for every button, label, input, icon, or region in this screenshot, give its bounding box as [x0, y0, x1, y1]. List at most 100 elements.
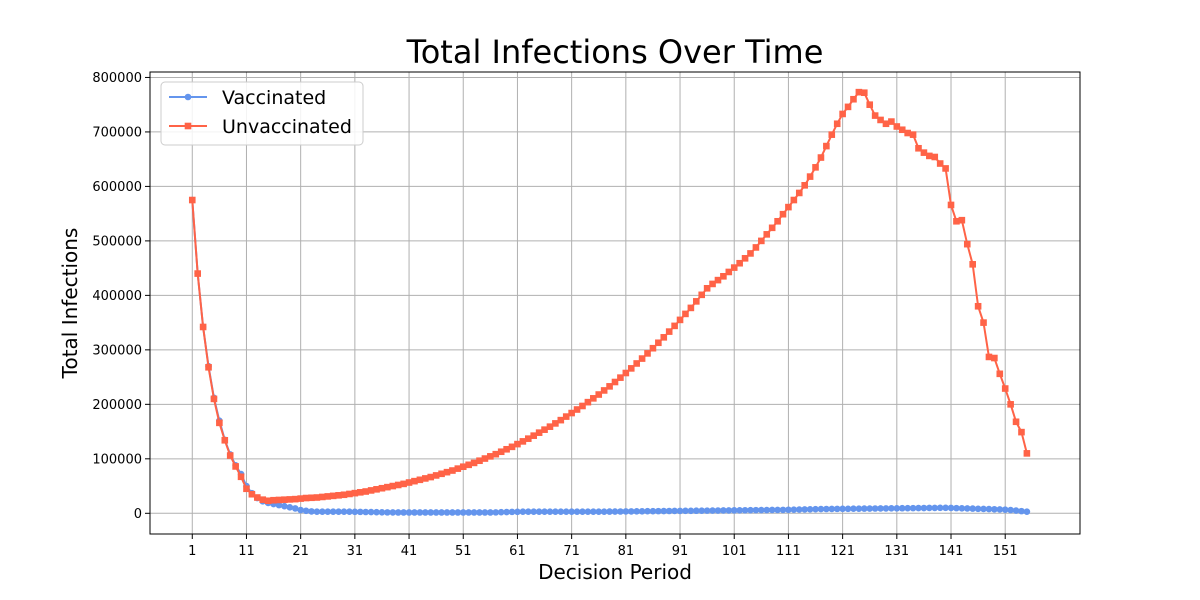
data-point-vaccinated	[817, 505, 825, 513]
data-point-unvaccinated	[324, 493, 332, 500]
data-point-vaccinated	[481, 509, 489, 516]
data-point-unvaccinated	[568, 409, 575, 417]
x-tick-label: 41	[401, 544, 418, 559]
data-point-unvaccinated	[655, 339, 662, 347]
data-point-unvaccinated	[503, 445, 510, 453]
data-point-vaccinated	[730, 507, 738, 514]
data-point-vaccinated	[638, 507, 646, 515]
data-point-vaccinated	[378, 509, 386, 516]
data-point-vaccinated	[519, 508, 527, 516]
data-point-vaccinated	[915, 504, 922, 512]
data-point-vaccinated	[394, 509, 402, 516]
data-point-unvaccinated	[335, 492, 342, 499]
x-tick-label: 31	[347, 544, 364, 559]
data-point-unvaccinated	[595, 391, 603, 398]
data-point-unvaccinated	[714, 276, 722, 284]
data-point-unvaccinated	[508, 443, 516, 451]
data-point-unvaccinated	[768, 224, 776, 232]
data-point-vaccinated	[281, 502, 288, 510]
data-point-vaccinated	[763, 506, 771, 514]
data-point-vaccinated	[649, 507, 657, 515]
data-point-unvaccinated	[492, 450, 500, 458]
data-point-unvaccinated	[443, 468, 451, 476]
data-point-unvaccinated	[530, 432, 538, 439]
data-point-vaccinated	[503, 508, 510, 516]
x-tick-label: 11	[238, 544, 255, 559]
data-point-vaccinated	[459, 509, 467, 516]
data-point-vaccinated	[920, 504, 928, 512]
y-tick-label: 500000	[92, 234, 142, 249]
data-point-unvaccinated	[931, 153, 939, 161]
data-point-unvaccinated	[850, 95, 857, 103]
data-point-vaccinated	[1023, 508, 1031, 515]
data-point-unvaccinated	[232, 463, 239, 470]
data-point-vaccinated	[633, 508, 640, 515]
data-point-unvaccinated	[329, 492, 337, 500]
legend-label-vaccinated: Vaccinated	[222, 87, 326, 109]
data-point-unvaccinated	[573, 406, 581, 413]
data-point-unvaccinated	[210, 395, 218, 403]
data-point-vaccinated	[324, 508, 332, 515]
data-point-unvaccinated	[855, 88, 863, 96]
data-point-vaccinated	[606, 508, 613, 515]
data-point-vaccinated	[855, 505, 863, 512]
data-point-unvaccinated	[459, 463, 467, 471]
data-point-unvaccinated	[969, 261, 976, 268]
data-point-vaccinated	[812, 505, 819, 513]
data-point-unvaccinated	[985, 353, 993, 361]
data-point-unvaccinated	[497, 448, 505, 456]
data-point-unvaccinated	[286, 496, 294, 503]
data-point-unvaccinated	[590, 395, 597, 402]
data-point-vaccinated	[974, 505, 982, 513]
data-point-unvaccinated	[308, 494, 315, 502]
data-point-vaccinated	[427, 509, 435, 516]
data-point-unvaccinated	[519, 438, 527, 445]
data-point-unvaccinated	[904, 129, 911, 137]
data-point-unvaccinated	[243, 485, 250, 493]
data-point-unvaccinated	[806, 173, 814, 180]
data-point-unvaccinated	[736, 259, 743, 267]
data-point-unvaccinated	[264, 497, 272, 505]
data-point-vaccinated	[373, 508, 380, 516]
data-point-vaccinated	[411, 509, 418, 516]
data-point-vaccinated	[698, 507, 706, 514]
data-point-unvaccinated	[682, 310, 689, 318]
data-point-vaccinated	[611, 508, 619, 515]
data-point-unvaccinated	[367, 487, 375, 494]
data-point-vaccinated	[302, 507, 310, 515]
series-unvaccinated	[188, 88, 1031, 505]
data-point-unvaccinated	[909, 131, 917, 138]
data-point-unvaccinated	[1012, 418, 1020, 426]
data-point-vaccinated	[909, 504, 917, 512]
data-point-vaccinated	[752, 506, 760, 514]
data-point-unvaccinated	[828, 131, 836, 138]
data-point-vaccinated	[996, 506, 1004, 513]
data-point-unvaccinated	[833, 120, 841, 128]
y-tick-label: 100000	[92, 452, 142, 467]
data-point-vaccinated	[888, 505, 895, 512]
data-point-unvaccinated	[676, 316, 684, 324]
data-point-unvaccinated	[774, 217, 781, 225]
data-point-vaccinated	[595, 508, 603, 515]
legend-label-unvaccinated: Unvaccinated	[222, 116, 352, 138]
data-point-vaccinated	[893, 504, 901, 512]
data-point-vaccinated	[991, 505, 998, 513]
data-point-vaccinated	[275, 501, 283, 509]
data-point-unvaccinated	[991, 354, 998, 362]
data-point-unvaccinated	[823, 142, 830, 150]
data-point-vaccinated	[926, 504, 933, 512]
data-point-unvaccinated	[416, 476, 424, 484]
data-point-vaccinated	[963, 505, 971, 512]
data-point-vaccinated	[844, 505, 852, 513]
x-tick-label: 71	[563, 544, 580, 559]
data-point-unvaccinated	[373, 486, 380, 493]
series-vaccinated	[188, 196, 1031, 516]
data-point-unvaccinated	[920, 149, 928, 156]
data-point-vaccinated	[384, 509, 391, 516]
x-tick-label: 131	[884, 544, 909, 559]
data-point-unvaccinated	[194, 270, 201, 277]
data-point-vaccinated	[758, 506, 765, 514]
y-tick-label: 400000	[92, 289, 142, 304]
data-point-unvaccinated	[671, 322, 678, 330]
data-point-unvaccinated	[720, 273, 727, 280]
